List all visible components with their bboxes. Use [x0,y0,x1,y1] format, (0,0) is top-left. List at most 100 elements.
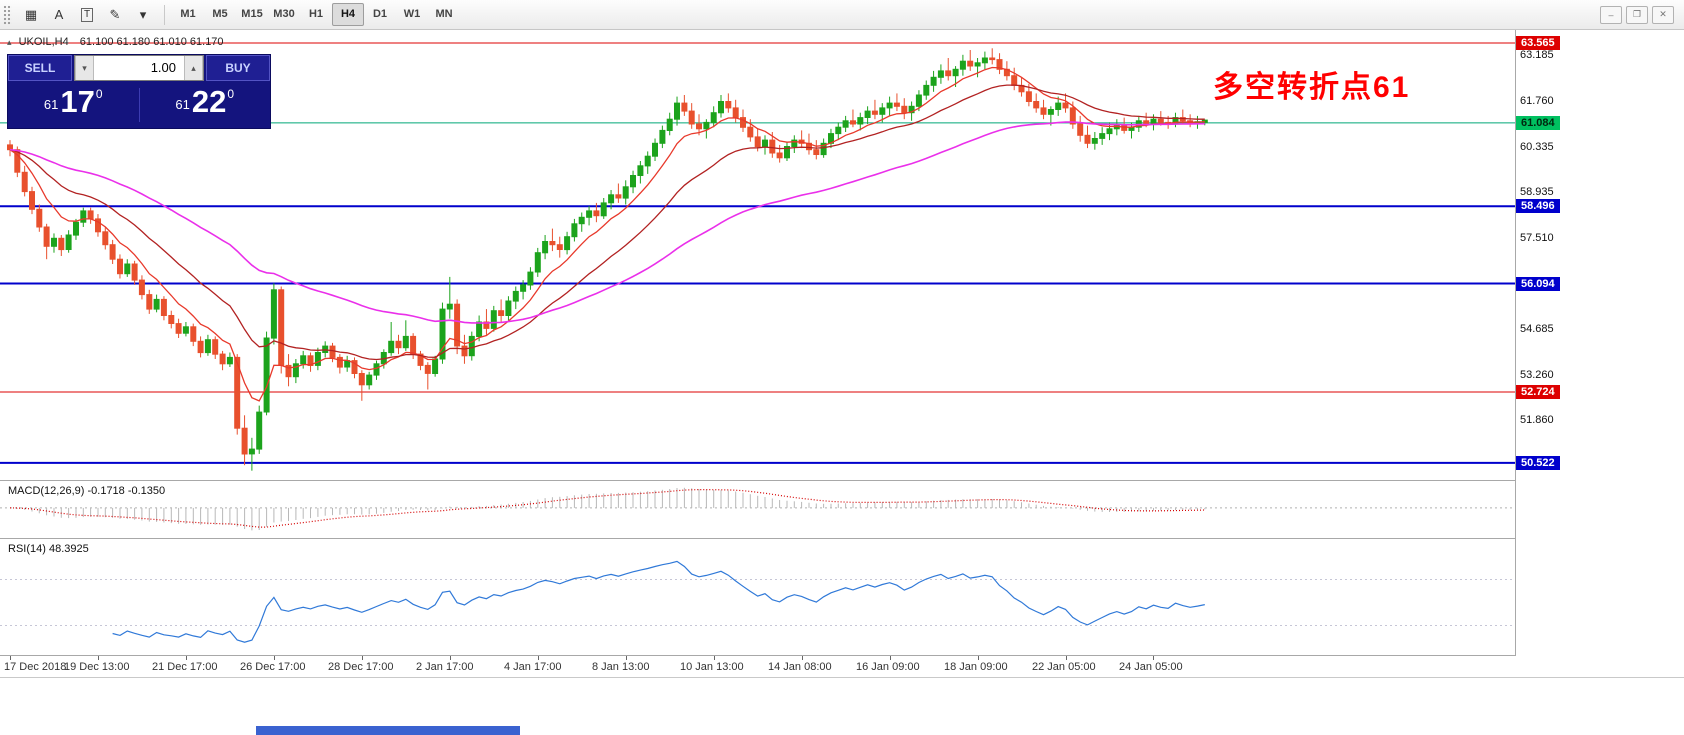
draw-tools-icon: ✎ [109,7,121,22]
minimize-window-button[interactable]: – [1600,5,1622,24]
chart-ohlc-readout: 61.100 61.180 61.010 61.170 [79,36,224,48]
time-tick [802,656,803,660]
close-window-button[interactable]: ✕ [1652,5,1674,24]
sell-price-prefix: 61 [43,97,59,112]
price-level-badge: 56.094 [1516,277,1560,291]
buy-price-display[interactable]: 61 22 0 [140,83,271,122]
price-tick: 53.260 [1520,369,1554,381]
sell-button[interactable]: SELL [8,55,72,81]
buy-price-sup: 0 [227,87,235,101]
rsi-indicator-panel[interactable] [0,540,1515,655]
macd-values: -0.1718 -0.1350 [87,485,166,497]
restore-window-button[interactable]: ❐ [1626,5,1648,24]
time-label: 22 Jan 05:00 [1032,661,1096,673]
price-tick: 60.335 [1520,141,1554,153]
price-tick: 61.760 [1520,95,1554,107]
time-label: 21 Dec 17:00 [152,661,218,673]
panel-separator[interactable] [0,480,1684,481]
time-tick [714,656,715,660]
text-label-icon: T [80,7,94,22]
time-tick [10,656,11,660]
top-toolbar: ▦ A T ✎ ▾ M1 M5 M15 M30 H1 H4 D1 W1 MN – ❐ ✕ [0,0,1684,30]
time-label: 28 Dec 17:00 [328,661,394,673]
time-label: 8 Jan 13:00 [592,661,650,673]
sell-price-sup: 0 [95,87,103,101]
time-tick [274,656,275,660]
window-controls: – ❐ ✕ [1600,5,1674,24]
candlestick-chart[interactable] [0,30,1515,480]
draw-tools-button[interactable]: ✎ [102,3,128,27]
timeframe-m15[interactable]: M15 [241,8,263,20]
buy-price-big: 22 [191,83,227,119]
volume-input[interactable]: 1.00 [150,60,176,75]
buy-price-prefix: 61 [175,97,190,112]
trade-panel-divider [138,87,140,122]
time-label: 26 Dec 17:00 [240,661,306,673]
time-label: 24 Jan 05:00 [1119,661,1183,673]
toolbar-drag-handle[interactable] [3,4,12,25]
price-tick: 63.185 [1520,49,1554,61]
cursor-tool-button[interactable]: A [46,3,72,27]
rsi-value: 48.3925 [48,543,89,555]
price-axis[interactable]: 63.185 61.760 60.335 58.935 57.510 54.685 53.2… [1516,30,1684,656]
time-tick [362,656,363,660]
price-tick: 57.510 [1520,232,1554,244]
time-tick [98,656,99,660]
cursor-tool-icon: A [54,7,64,22]
rsi-label: RSI(14) 48.3925 [8,543,89,555]
time-tick [450,656,451,660]
timeframe-d1[interactable]: D1 [372,8,388,20]
tile-windows-button[interactable]: ▦ [18,3,44,27]
time-tick [1153,656,1154,660]
timeframe-w1[interactable]: W1 [403,8,421,20]
price-tick: 51.860 [1520,414,1554,426]
timeframe-mn[interactable]: MN [435,8,453,20]
dropdown-caret-button[interactable]: ▾ [130,3,156,27]
timeframe-m5[interactable]: M5 [212,8,228,20]
macd-label: MACD(12,26,9) -0.1718 -0.1350 [8,485,166,497]
time-tick [1066,656,1067,660]
price-level-badge: 58.496 [1516,199,1560,213]
time-label: 18 Jan 09:00 [944,661,1008,673]
time-label: 19 Dec 13:00 [64,661,130,673]
time-tick [626,656,627,660]
restore-icon: ❐ [1632,9,1642,19]
timeframe-h4[interactable]: H4 [332,3,364,26]
price-level-badge: 50.522 [1516,456,1560,470]
close-icon: ✕ [1659,9,1667,19]
chart-symbol-title: UKOIL,H4 [18,36,69,48]
one-click-trade-panel: SELL ▾ 1.00 ▴ BUY 61 17 0 61 22 0 [8,55,270,128]
toolbar-separator [164,4,165,25]
time-tick [186,656,187,660]
macd-indicator-panel[interactable] [0,482,1515,538]
price-level-badge: 63.565 [1516,36,1560,50]
timeframe-m30[interactable]: M30 [273,8,295,20]
text-label-button[interactable]: T [74,3,100,27]
timeframe-h1[interactable]: H1 [308,8,324,20]
price-tick: 58.935 [1520,186,1554,198]
axis-separator-line [1515,30,1516,677]
volume-control: ▾ 1.00 ▴ [74,55,204,81]
time-label: 16 Jan 09:00 [856,661,920,673]
window-bottom-border [0,677,1684,678]
bottom-window-titlebar[interactable] [256,726,520,735]
buy-button[interactable]: BUY [206,55,270,81]
time-axis[interactable]: 17 Dec 2018 19 Dec 13:00 21 Dec 17:00 26 De… [0,656,1684,677]
panel-separator[interactable] [0,538,1684,539]
chart-header: ▴ UKOIL,H4 61.100 61.180 61.010 61.170 [7,36,224,48]
timeframe-m1[interactable]: M1 [180,8,196,20]
chart-text-annotation[interactable]: 多空转折点61 [1213,71,1411,104]
one-click-panel-toggle-icon[interactable]: ▴ [7,37,12,47]
minimize-icon: – [1608,9,1614,20]
volume-down-icon[interactable]: ▾ [75,56,94,80]
time-label: 2 Jan 17:00 [416,661,474,673]
panel-separator[interactable] [0,655,1684,656]
time-label: 17 Dec 2018 [4,661,67,673]
sell-price-display[interactable]: 61 17 0 [8,85,139,122]
time-label: 10 Jan 13:00 [680,661,744,673]
time-tick [978,656,979,660]
time-label: 4 Jan 17:00 [504,661,562,673]
volume-up-icon[interactable]: ▴ [184,56,203,80]
price-tick: 54.685 [1520,323,1554,335]
bottom-strip [0,678,1684,735]
